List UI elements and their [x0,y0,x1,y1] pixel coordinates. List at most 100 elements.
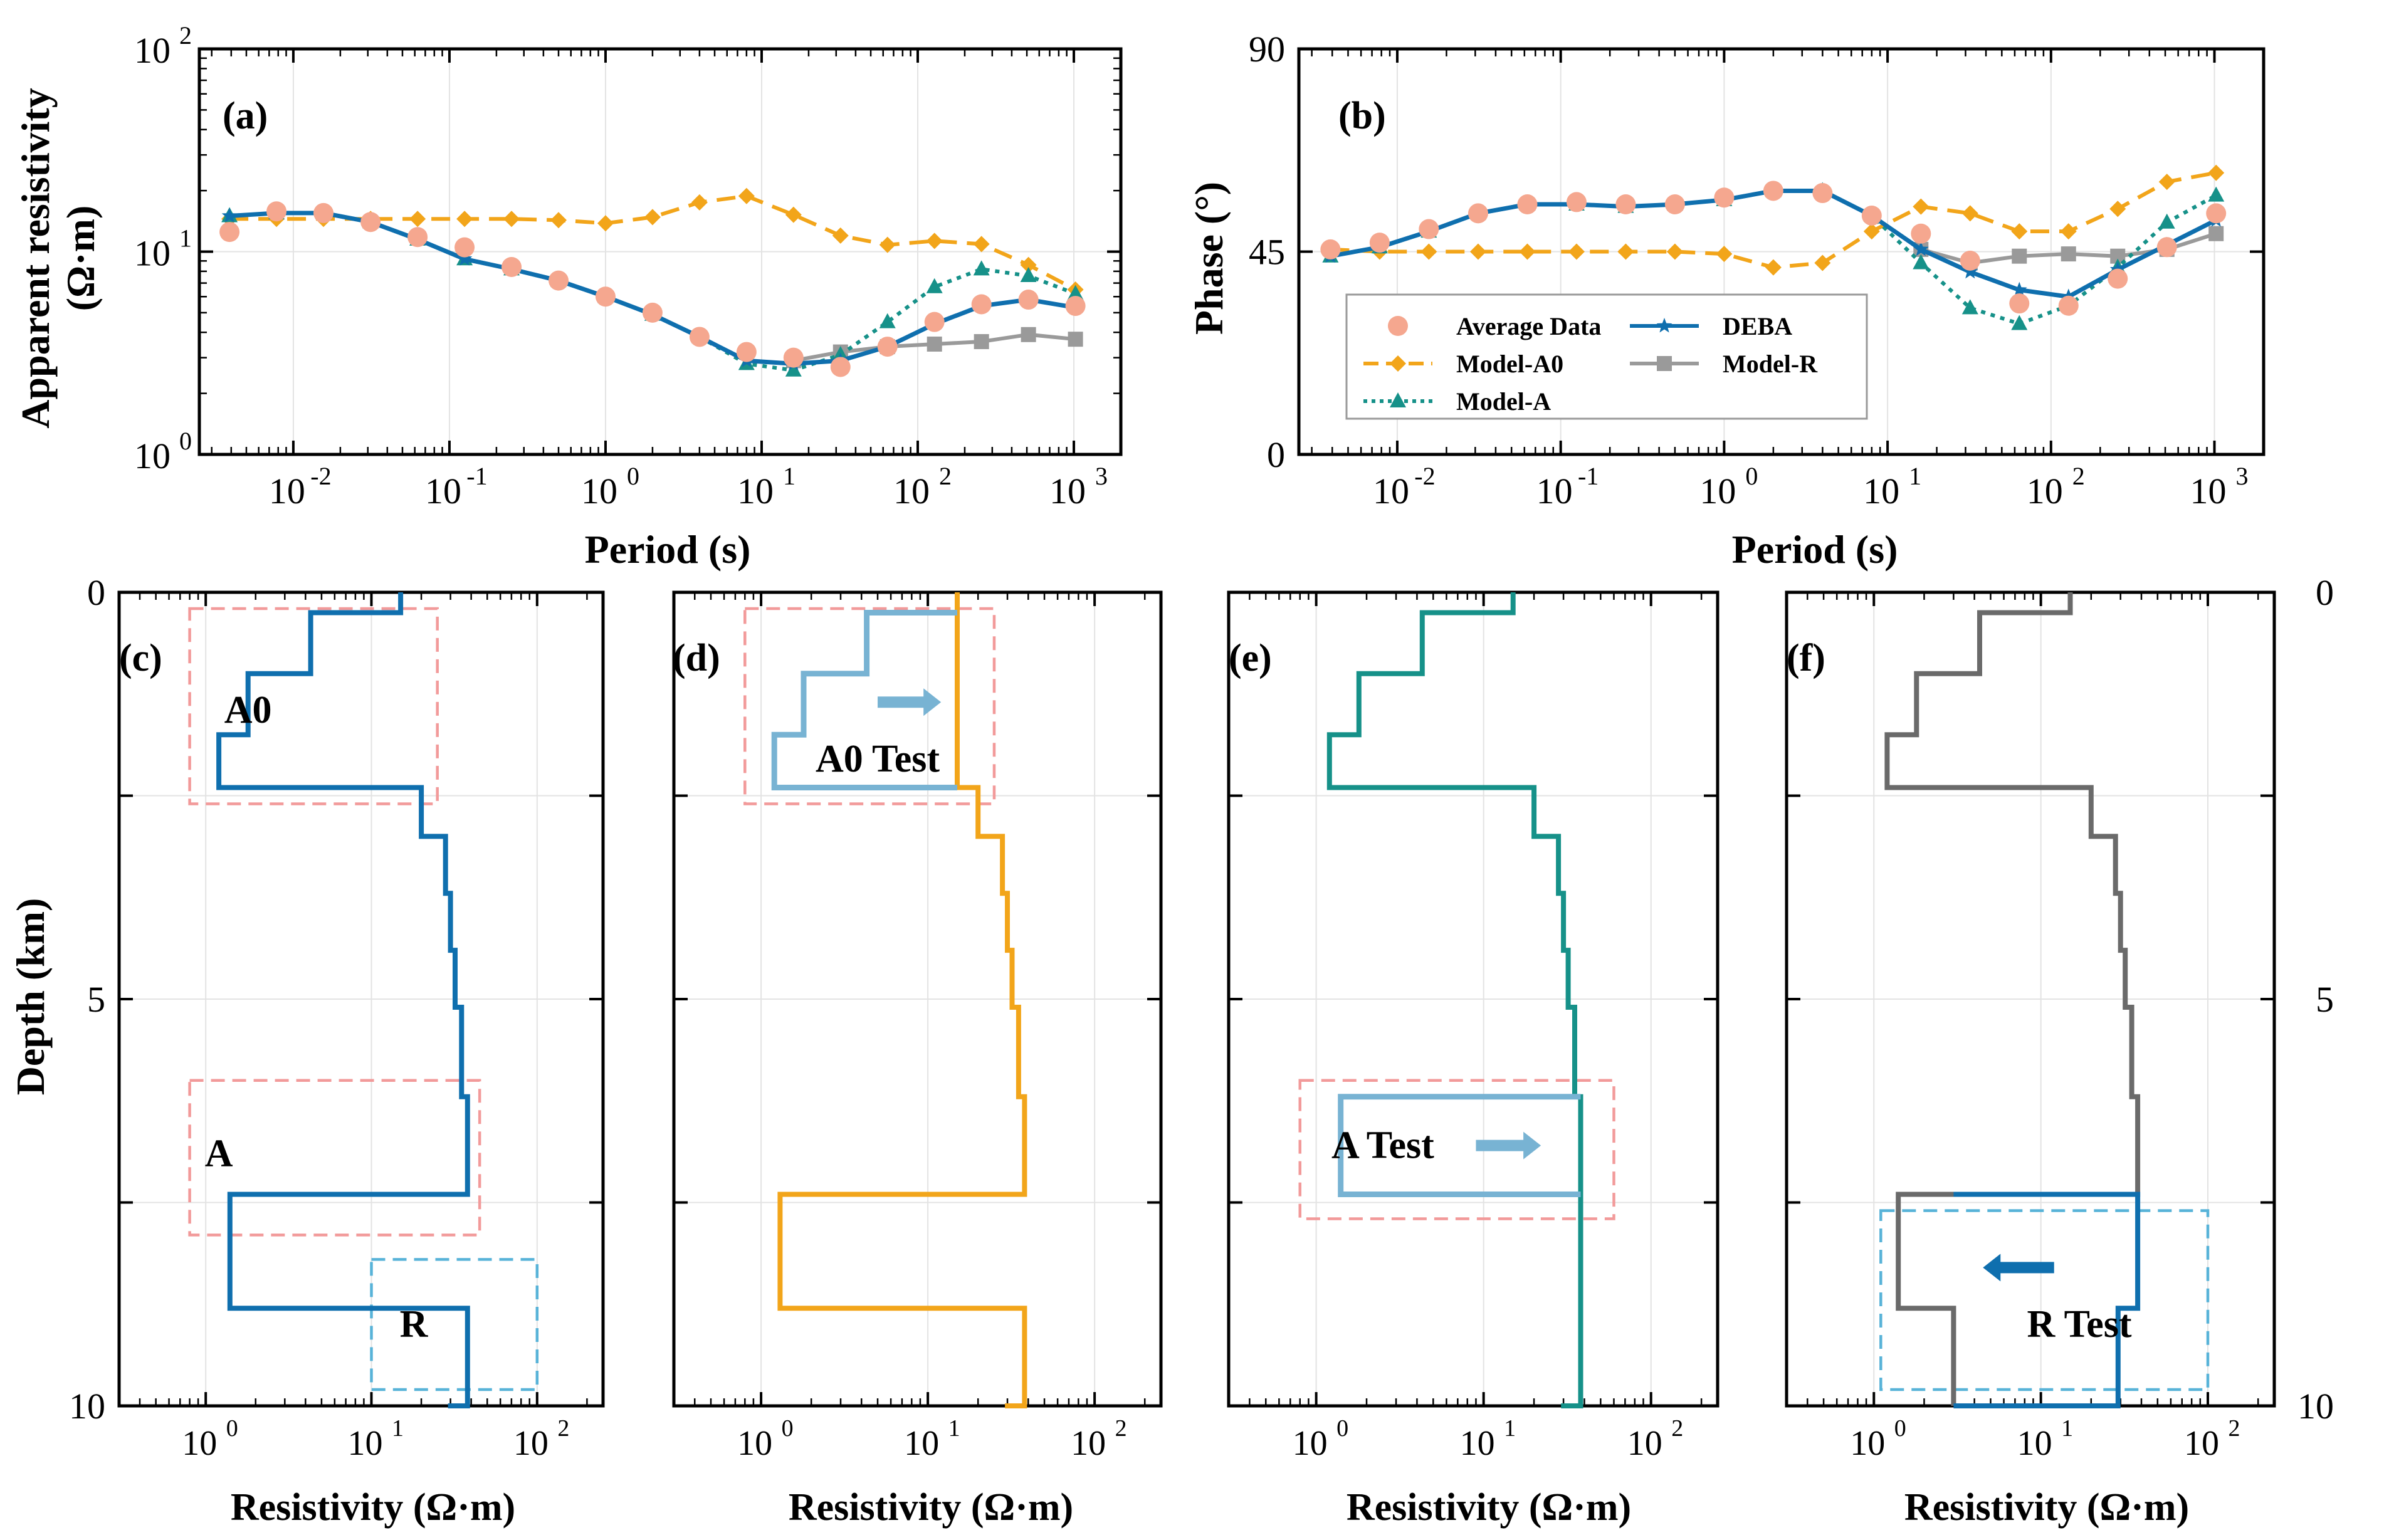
panel-e-profile-modelA [1326,592,1583,1408]
panel-b-ytick-label: 45 [1249,232,1285,273]
point-average-data [877,337,898,357]
point-model-a0 [1568,243,1585,260]
point-legend-model-a0 [1390,355,1406,372]
panel-f-xtick-label: 10 [1850,1424,1885,1463]
point-average-data [2009,293,2030,314]
panel-c-test-box [370,1258,539,1391]
point-average-data [1615,194,1636,215]
point-average-data [1911,223,1931,244]
panel-d: Resistivity (Ω·m) (d) [673,637,1073,1529]
point-model-r [1068,332,1083,347]
panel-a-xtick-label: 10 [1049,471,1086,511]
panel-d-xlabel: Resistivity (Ω·m) [789,1486,1073,1529]
legend-label: Model-R [1723,350,1818,378]
panel-c-ytick-label: 0 [87,572,105,613]
point-average-data [642,302,663,323]
panel-f-profile-deba [1953,1192,2141,1408]
point-model-a [2158,213,2175,229]
point-average-data [219,222,240,243]
panel-b-xtick-label: 10 [1863,471,1899,511]
panel-f-xlabel: Resistivity (Ω·m) [1904,1486,2189,1529]
point-model-a [926,278,943,293]
point-model-a [879,313,896,328]
point-average-data [1369,233,1390,253]
panel-a-ylabel-unit: (Ω·m) [58,206,103,312]
panel-b-xtick-exp: 1 [1909,462,1921,490]
point-model-a0 [738,187,755,204]
panel-a-ytick-label: 10 [134,436,171,476]
legend-label: DEBA [1723,312,1792,340]
panel-f-xtick-label: 10 [2017,1424,2052,1463]
panel-a-tag: (a) [223,95,268,137]
panel-f-xtick-exp: 1 [2061,1415,2073,1442]
point-model-a [785,361,802,377]
panel-d-box-label: A0 Test [816,738,940,780]
panel-a-ytick-exp: 0 [179,427,192,455]
panel-c: Depth (km) Resistivity (Ω·m) (c) [8,637,515,1529]
panel-d-xtick-exp: 0 [782,1415,794,1442]
point-deba [2011,281,2027,297]
point-average-data [313,202,334,223]
legend: Average Data DEBA Model-A0 Model-R Model-A [1345,293,1868,420]
point-model-a0 [503,211,520,228]
panel-e-tag: (e) [1229,637,1272,679]
point-model-a0 [1863,223,1880,240]
point-model-a0 [832,227,849,244]
panel-c-xlabel: Resistivity (Ω·m) [231,1486,515,1529]
point-deba [1962,263,1978,279]
panel-a-xtick-exp: 3 [1095,462,1108,490]
panel-c-ytick-label: 10 [69,1386,105,1427]
point-deba [1913,241,1929,256]
panel-a-xtick-exp: -2 [310,462,331,490]
point-model-a0 [1617,243,1634,260]
panel-c-box-label: A0 [224,689,272,731]
point-average-data [1664,194,1685,215]
point-average-data [2206,203,2227,224]
point-legend-model-a [1390,392,1406,407]
point-average-data [1714,187,1735,208]
panel-d-profile-testBlue [771,610,957,790]
panel-a-xtick-exp: 1 [783,462,795,490]
point-model-a0 [1765,259,1782,276]
point-average-data [1320,239,1341,259]
point-average-data [360,212,381,233]
panel-f-xtick-label: 10 [2184,1424,2219,1463]
panel-a-ytick-exp: 2 [179,21,192,50]
panel-e: Resistivity (Ω·m) (e) [1229,637,1631,1529]
point-average-data [1517,194,1538,215]
panel-e-xlabel: Resistivity (Ω·m) [1347,1486,1631,1529]
point-average-data [736,342,757,362]
panel-e-plot: 10 0 10 1 10 2 A Test [1227,590,1720,1463]
point-model-r [927,336,942,352]
point-model-r [1021,327,1036,342]
panel-b-xtick-exp: 0 [1745,462,1758,490]
panel-f-box-label: R Test [2027,1303,2131,1346]
panel-b-xlabel: Period (s) [1732,527,1898,572]
point-model-a0 [1666,243,1683,260]
panel-c-xtick-exp: 0 [226,1415,238,1442]
point-model-a0 [597,215,614,232]
panel-c-xtick-exp: 2 [557,1415,569,1442]
panel-c-plot: 10 0 10 1 10 2 0 5 10 A0 A R [69,572,605,1463]
point-model-a0 [926,233,943,249]
panel-d-test-box [743,607,996,805]
panel-f-ytick-label: 5 [2316,979,2334,1020]
panel-d-xtick-exp: 2 [1115,1415,1127,1442]
panel-d-profile-a0 [777,592,1027,1408]
point-model-a0 [785,206,802,223]
point-model-r [2208,226,2224,241]
point-model-a0 [1420,243,1437,260]
panel-e-xtick-exp: 1 [1504,1415,1516,1442]
legend-label: Model-A0 [1456,350,1563,378]
panel-a-xtick-exp: -1 [466,462,487,490]
point-model-a [2208,186,2225,202]
panel-d-shift-arrow [878,688,942,716]
point-deba [221,207,238,223]
panel-a-ylabel: Apparent resistivity [13,88,58,428]
panel-f-tag: (f) [1787,637,1825,679]
point-average-data [501,256,522,277]
legend-frame [1345,293,1868,420]
point-average-data [830,357,851,377]
point-model-a0 [2158,174,2175,191]
